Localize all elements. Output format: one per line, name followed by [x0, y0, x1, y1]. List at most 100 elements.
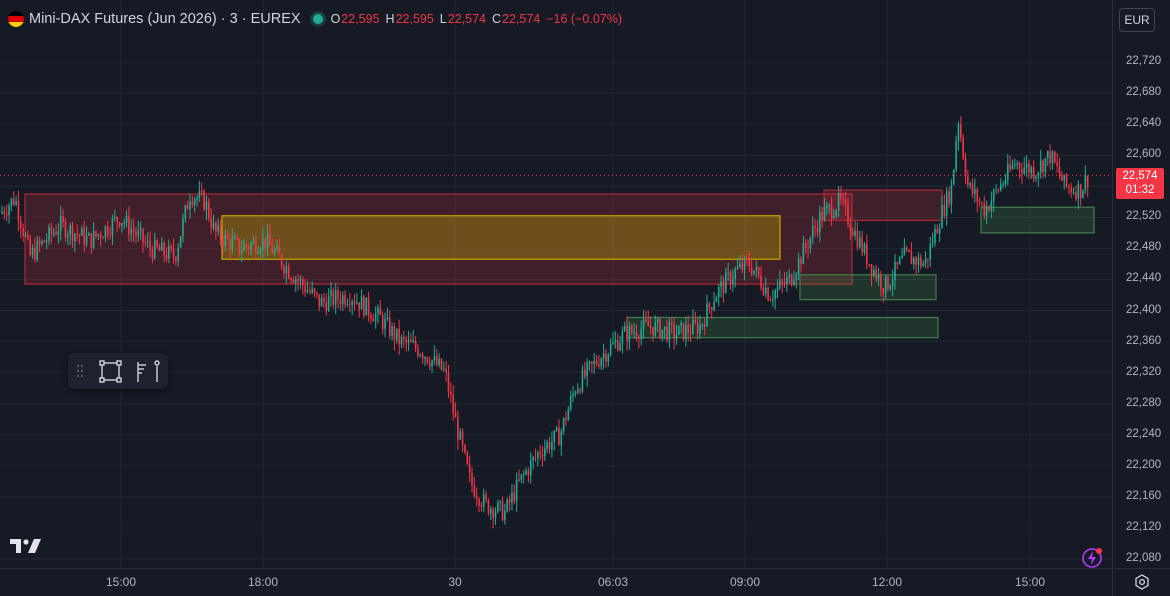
candle	[12, 191, 15, 207]
candle	[612, 331, 614, 345]
candle	[591, 361, 593, 374]
candle	[52, 227, 55, 237]
candle	[743, 256, 746, 281]
candle	[64, 218, 67, 242]
chart-canvas[interactable]	[0, 0, 1112, 568]
last-price-tag: 22,574 01:32	[1116, 168, 1164, 199]
candle	[90, 233, 93, 254]
candle	[645, 310, 647, 324]
candle	[668, 318, 671, 349]
candle	[567, 406, 570, 421]
zone-green[interactable]	[799, 274, 937, 301]
candle	[757, 266, 760, 279]
candle	[720, 275, 722, 298]
candle	[374, 305, 377, 329]
candle	[546, 439, 548, 454]
candle	[421, 351, 424, 364]
price-axis[interactable]	[1112, 0, 1170, 568]
candle	[894, 253, 896, 290]
candle	[106, 220, 109, 240]
lightning-alert-icon[interactable]	[1081, 545, 1105, 569]
candle	[631, 323, 633, 335]
candle	[231, 228, 234, 255]
rectangle-tool-icon[interactable]	[99, 360, 122, 383]
candle	[184, 204, 187, 223]
candle	[269, 223, 271, 246]
candle	[349, 293, 351, 312]
candle	[55, 224, 57, 236]
candle	[952, 169, 955, 186]
candle	[553, 430, 556, 451]
candle	[539, 444, 541, 461]
fib-tool-icon[interactable]	[137, 360, 160, 382]
ohlc-low: L22,574	[440, 12, 486, 26]
candle	[717, 284, 720, 307]
candle	[795, 272, 798, 289]
candle	[663, 326, 666, 340]
candle	[621, 326, 624, 354]
candle	[931, 232, 934, 248]
candle	[34, 237, 36, 263]
candle	[701, 323, 704, 330]
candle	[929, 236, 932, 268]
candle	[198, 180, 201, 202]
candle	[786, 271, 788, 292]
candle	[494, 507, 497, 525]
candle	[678, 325, 680, 336]
candle	[320, 294, 323, 307]
zone-red[interactable]	[24, 193, 853, 285]
candle	[696, 316, 699, 340]
candle	[746, 254, 748, 267]
candle	[447, 364, 450, 399]
candle	[609, 338, 612, 357]
candle	[797, 252, 800, 280]
candle	[170, 244, 172, 253]
candle	[915, 255, 917, 276]
candle	[880, 270, 882, 297]
time-axis[interactable]	[0, 568, 1112, 596]
zone-yellow[interactable]	[221, 215, 781, 260]
settings-gear-icon[interactable]	[1134, 574, 1150, 590]
candle	[236, 233, 238, 242]
candle	[130, 219, 133, 242]
candle	[196, 195, 198, 207]
candle	[116, 216, 118, 232]
candle	[287, 262, 290, 280]
symbol-title[interactable]: Mini-DAX Futures (Jun 2026) · 3 · EUREX	[29, 11, 301, 27]
ohlc-high: H22,595	[386, 12, 434, 26]
candle	[85, 226, 88, 248]
candle	[703, 317, 706, 336]
candle	[913, 256, 915, 270]
zone-green[interactable]	[980, 206, 1095, 234]
candle	[917, 252, 920, 274]
candle	[522, 470, 525, 484]
candle	[851, 227, 854, 237]
price-tick: 22,720	[1126, 55, 1162, 67]
candle	[490, 506, 492, 521]
price-tick: 22,600	[1126, 148, 1162, 161]
candle	[1056, 153, 1058, 173]
candle	[896, 261, 899, 270]
candle	[1086, 175, 1089, 198]
candle	[309, 286, 311, 295]
high-label: H	[385, 12, 395, 26]
candle	[414, 336, 417, 353]
currency-button[interactable]: EUR	[1119, 8, 1155, 32]
candle	[381, 311, 384, 335]
candle	[983, 195, 986, 220]
candle	[132, 218, 135, 242]
candle	[121, 222, 123, 233]
candle	[734, 266, 736, 288]
chart-pane[interactable]: Mini-DAX Futures (Jun 2026) · 3 · EUREX …	[0, 0, 1112, 568]
candle	[257, 246, 259, 255]
candle	[1032, 160, 1035, 183]
candle	[74, 232, 76, 253]
tradingview-logo-icon[interactable]	[10, 537, 42, 555]
drag-handle-icon[interactable]	[77, 365, 83, 377]
candle	[95, 230, 97, 240]
candle	[240, 240, 243, 263]
candle	[793, 270, 795, 287]
candle	[243, 238, 245, 252]
open-value: 22,595	[341, 12, 380, 26]
candle	[400, 334, 403, 349]
